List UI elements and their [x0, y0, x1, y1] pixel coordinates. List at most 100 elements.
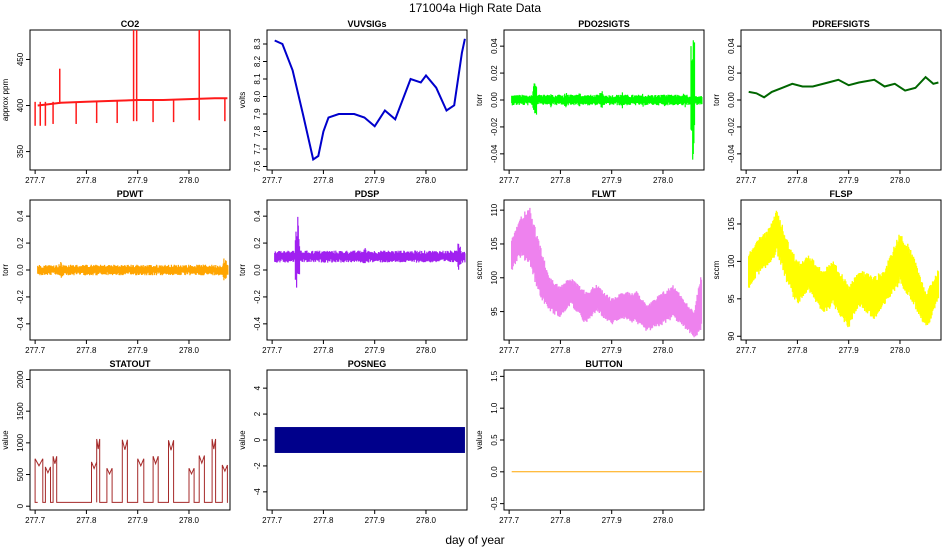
y-tick-label: 100 [490, 271, 499, 285]
panel-title: STATOUT [110, 359, 151, 369]
x-tick-label: 277.9 [365, 346, 386, 355]
y-tick-label: 0.4 [16, 210, 25, 222]
y-tick-label: 0.02 [490, 65, 499, 81]
panel-title: CO2 [121, 19, 140, 29]
y-axis-label: value [475, 430, 484, 450]
x-tick-label: 277.9 [128, 346, 149, 355]
x-tick-label: 278.0 [653, 346, 674, 355]
y-tick-label: -0.4 [16, 316, 25, 330]
x-tick-label: 278.0 [653, 176, 674, 185]
x-tick-label: 277.7 [262, 346, 283, 355]
x-tick-label: 277.9 [602, 346, 623, 355]
x-tick-label: 277.8 [76, 516, 97, 525]
plot-frame [503, 369, 705, 511]
panel-pdsp: PDSP torr -0.4 -0.2 0.0 0.2 0.4 277.7 277.8 277.9… [238, 189, 468, 355]
y-tick-label: 95 [490, 307, 499, 316]
y-tick-label: 0.2 [253, 237, 262, 249]
panel-title: VUVSIGs [347, 19, 386, 29]
x-tick-label: 277.9 [839, 346, 860, 355]
y-tick-label: -0.04 [727, 144, 736, 163]
y-axis-label: torr [712, 94, 721, 106]
y-tick-label: 8.2 [253, 55, 262, 67]
y-tick-label: 0.00 [490, 92, 499, 108]
y-tick-label: 0.0 [490, 466, 499, 478]
y-tick-label: 7.7 [253, 143, 262, 155]
x-tick-label: 277.9 [839, 176, 860, 185]
y-tick-label: 1.0 [490, 402, 499, 414]
x-tick-label: 278.0 [416, 346, 437, 355]
y-tick-label: 4 [253, 385, 262, 390]
x-tick-label: 277.8 [313, 516, 334, 525]
x-tick-label: 277.7 [25, 516, 46, 525]
panel-co2: CO2 approx ppm 350 400 450 277.7 277.8 277.9 278… [1, 19, 231, 185]
panel-title: PDREFSIGTS [812, 19, 870, 29]
series-noise [511, 40, 703, 160]
x-tick-label: 277.9 [602, 176, 623, 185]
x-tick-label: 277.8 [787, 176, 808, 185]
y-tick-label: 1.5 [490, 370, 499, 382]
y-tick-label: 1000 [16, 433, 25, 451]
x-tick-label: 278.0 [653, 516, 674, 525]
plot-frame [266, 29, 468, 171]
y-tick-label: 8.0 [253, 90, 262, 102]
panel-flwt: FLWT sccm 95 100 105 110 277.7 277.8 277.9 278.0 [475, 189, 705, 355]
x-tick-label: 277.9 [365, 176, 386, 185]
x-tick-label: 277.9 [128, 516, 149, 525]
series-band [748, 210, 940, 328]
y-axis-label: torr [1, 264, 10, 276]
y-tick-label: 0.2 [16, 237, 25, 249]
y-tick-label: 0.5 [490, 434, 499, 446]
y-tick-label: -0.02 [727, 117, 736, 136]
y-tick-label: 105 [490, 237, 499, 251]
figure-title: 171004a High Rate Data [409, 1, 541, 15]
y-tick-label: -4 [253, 488, 262, 496]
x-tick-label: 277.8 [550, 516, 571, 525]
panel-title: BUTTON [585, 359, 622, 369]
y-tick-label: -0.2 [16, 289, 25, 303]
y-tick-label: 7.8 [253, 125, 262, 137]
y-axis-label: volts [238, 92, 247, 108]
figure-xlabel: day of year [445, 533, 504, 547]
x-tick-label: 277.9 [128, 176, 149, 185]
x-tick-label: 278.0 [179, 516, 200, 525]
x-tick-label: 277.8 [550, 346, 571, 355]
series-noise [274, 216, 466, 288]
y-axis-label: torr [238, 264, 247, 276]
y-tick-label: 0.0 [16, 264, 25, 276]
x-tick-label: 277.7 [25, 176, 46, 185]
x-tick-label: 278.0 [179, 346, 200, 355]
panel-posneg: POSNEG value -4 -2 0 2 4 277.7 277.8 277.9 278.0 [238, 359, 468, 525]
plot-frame [740, 29, 942, 171]
x-tick-label: 277.9 [602, 516, 623, 525]
x-tick-label: 277.8 [313, 346, 334, 355]
y-tick-label: -0.5 [490, 496, 499, 510]
y-tick-label: 110 [490, 203, 499, 216]
y-tick-label: 0.04 [727, 38, 736, 54]
y-tick-label: 1500 [16, 402, 25, 420]
y-tick-label: 7.9 [253, 108, 262, 120]
y-axis-label: value [1, 430, 10, 450]
y-axis-label: approx ppm [1, 79, 10, 122]
y-tick-label: 0.04 [490, 38, 499, 54]
x-tick-label: 277.7 [262, 176, 283, 185]
x-tick-label: 277.7 [499, 346, 520, 355]
x-tick-label: 278.0 [890, 346, 911, 355]
y-tick-label: 0 [16, 503, 25, 508]
panel-title: PDSP [355, 189, 380, 199]
plot-frame [740, 199, 942, 341]
x-tick-label: 278.0 [890, 176, 911, 185]
y-tick-label: 2000 [16, 370, 25, 388]
y-tick-label: 7.6 [253, 160, 262, 172]
x-tick-label: 277.7 [499, 516, 520, 525]
x-tick-label: 277.7 [736, 176, 757, 185]
y-axis-label: sccm [475, 260, 484, 279]
series-line [274, 38, 466, 162]
y-tick-label: 2 [253, 411, 262, 416]
y-tick-label: 8.1 [253, 73, 262, 85]
y-tick-label: 90 [727, 331, 736, 340]
x-tick-label: 278.0 [416, 516, 437, 525]
series-noise [37, 258, 229, 281]
y-tick-label: 8.3 [253, 38, 262, 50]
